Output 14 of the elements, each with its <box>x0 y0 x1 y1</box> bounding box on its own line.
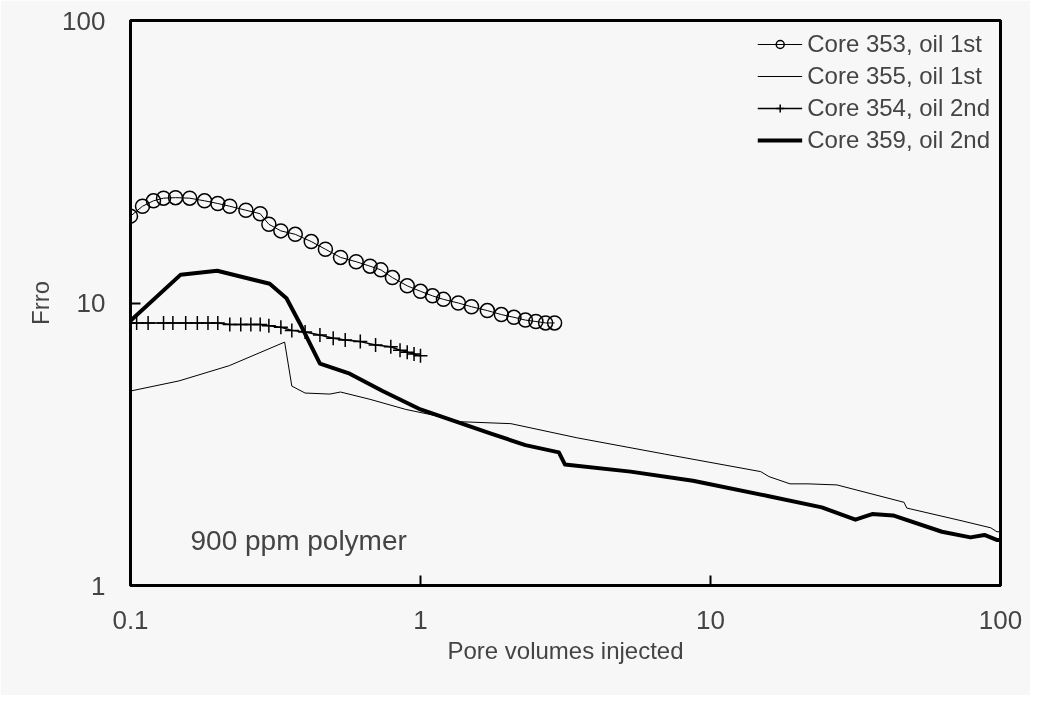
legend-label: Core 355, oil 1st <box>807 62 982 90</box>
legend-label: Core 359, oil 2nd <box>807 126 990 154</box>
x-tick-label: 0.1 <box>112 604 149 635</box>
x-axis-title: Pore volumes injected <box>447 636 684 664</box>
y-tick-label: 1 <box>91 570 106 601</box>
x-tick-label: 10 <box>696 604 725 635</box>
y-tick-label: 10 <box>76 288 106 318</box>
x-tick-label: 100 <box>978 604 1023 635</box>
legend-label: Core 353, oil 1st <box>807 30 982 58</box>
annotation: 900 ppm polymer <box>190 524 407 556</box>
legend-label: Core 354, oil 2nd <box>807 94 990 122</box>
x-tick-label: 1 <box>413 604 428 635</box>
y-axis-title: Frro <box>27 281 55 325</box>
y-tick-label: 100 <box>62 5 106 36</box>
